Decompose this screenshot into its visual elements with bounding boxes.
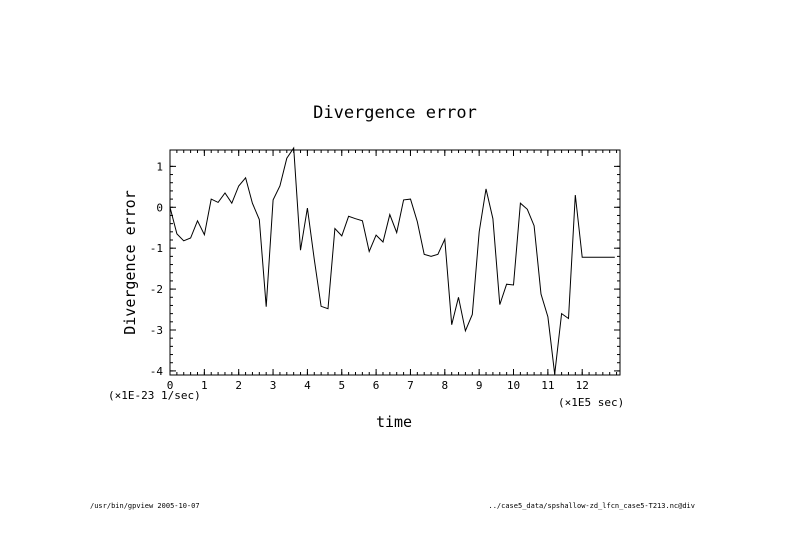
y-tick-label: 0 [156, 201, 163, 214]
x-tick-label: 0 [167, 379, 174, 392]
y-tick-label: -4 [150, 365, 164, 378]
x-tick-label: 6 [373, 379, 380, 392]
x-tick-label: 10 [507, 379, 520, 392]
y-axis-unit: (×1E-23 1/sec) [108, 389, 201, 402]
x-tick-label: 7 [407, 379, 414, 392]
series-layer [169, 146, 615, 375]
plot-frame [169, 149, 621, 376]
y-axis-label: Divergence error [121, 190, 139, 335]
x-tick-label: 9 [476, 379, 483, 392]
x-tick-label: 2 [235, 379, 242, 392]
series-line [169, 146, 615, 375]
x-tick-label: 4 [304, 379, 311, 392]
x-tick-label: 8 [441, 379, 448, 392]
x-tick-label: 12 [576, 379, 589, 392]
y-tick-label: 1 [156, 160, 163, 173]
x-tick-label: 5 [338, 379, 345, 392]
y-tick-label: -1 [150, 242, 163, 255]
x-tick-label: 3 [270, 379, 277, 392]
x-axis-label: time [376, 413, 412, 431]
x-axis-ticks: 0 1 2 3 4 5 6 7 8 9 10 11 12 [167, 150, 618, 392]
y-tick-label: -3 [150, 324, 163, 337]
footer-left-text: /usr/bin/gpview 2005-10-07 [90, 502, 200, 510]
x-tick-label: 11 [541, 379, 554, 392]
y-axis-ticks: 1 0 -1 -2 -3 -4 [150, 160, 620, 378]
y-tick-label: -2 [150, 283, 163, 296]
x-axis-unit: (×1E5 sec) [558, 396, 624, 409]
x-tick-label: 1 [201, 379, 208, 392]
chart-title: Divergence error [313, 103, 477, 123]
footer-right-text: ../case5_data/spshallow-zd_lfcn_case5-T2… [488, 502, 695, 510]
